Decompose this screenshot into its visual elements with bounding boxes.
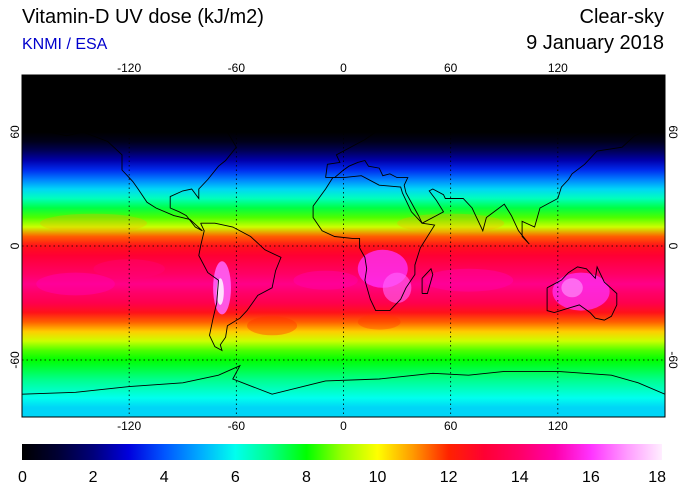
colorbar-gradient [22, 444, 662, 460]
lon-tick-labels-top: -120 -60 0 60 120 [117, 61, 568, 75]
lon-tick-label: 0 [340, 61, 347, 75]
eurasia-coastline [325, 99, 665, 245]
condition-label: Clear-sky [579, 6, 664, 28]
colorbar-tick-label: 16 [582, 469, 600, 486]
lat-tick-label: 60 [8, 125, 22, 139]
dose-hotspot [36, 272, 115, 296]
lat-tick-labels-left: 60 0 -60 [8, 125, 22, 369]
colorbar-tick-label: 6 [231, 469, 240, 486]
dose-hotspot [423, 268, 514, 292]
australia-coastline [546, 265, 618, 321]
south-america-coastline [198, 222, 282, 352]
colorbar-tick-label: 2 [89, 469, 98, 486]
lon-tick-label: 60 [444, 419, 458, 433]
greenland-coastline [217, 87, 309, 133]
colorbar-tick-label: 10 [369, 469, 387, 486]
africa-coastline [312, 175, 436, 312]
colorbar-tick-label: 18 [648, 469, 666, 486]
map-area [21, 74, 666, 418]
lat-tick-label: 0 [8, 242, 22, 249]
antarctica-coastline [22, 364, 665, 395]
lon-tick-label: 60 [444, 61, 458, 75]
colorbar-tick-label: 12 [440, 469, 458, 486]
colorbar-tick-label: 4 [160, 469, 169, 486]
madagascar-coastline [421, 267, 434, 294]
lat-tick-label: -60 [666, 351, 680, 369]
colorbar-tick-label: 14 [511, 469, 529, 486]
colorbar-tick-label: 8 [302, 469, 311, 486]
north-america-coastline [42, 112, 237, 232]
dose-hotspot [293, 270, 358, 290]
coastlines [22, 87, 665, 395]
colorbar: 0 2 4 6 8 10 12 14 16 18 [18, 444, 666, 486]
dose-hotspot [247, 316, 298, 336]
lon-tick-label: 0 [340, 419, 347, 433]
lat-tick-label: 0 [666, 243, 680, 250]
lon-tick-label: -60 [228, 419, 246, 433]
graticule [22, 75, 665, 417]
dose-hotspot [39, 213, 148, 233]
lon-tick-label: 120 [548, 419, 568, 433]
lat-tick-labels-right: 60 0 -60 [666, 125, 680, 369]
lon-tick-label: -60 [228, 61, 246, 75]
map-title: Vitamin-D UV dose (kJ/m2) [22, 6, 264, 28]
date-label: 9 January 2018 [526, 32, 664, 54]
lon-tick-labels-bottom: -120 -60 0 60 120 [117, 419, 568, 433]
lat-tick-label: 60 [666, 125, 680, 139]
lat-tick-label: -60 [8, 351, 22, 369]
dose-hotspot [561, 278, 583, 298]
source-label: KNMI / ESA [22, 36, 108, 53]
dose-hotspot [382, 272, 412, 303]
dose-hotspot [357, 314, 401, 330]
lon-tick-label: -120 [117, 419, 141, 433]
colorbar-tick-label: 0 [18, 469, 27, 486]
colorbar-tick-labels: 0 2 4 6 8 10 12 14 16 18 [18, 469, 666, 486]
lon-tick-label: -120 [117, 61, 141, 75]
map-frame [21, 74, 666, 418]
lon-tick-label: 120 [548, 61, 568, 75]
